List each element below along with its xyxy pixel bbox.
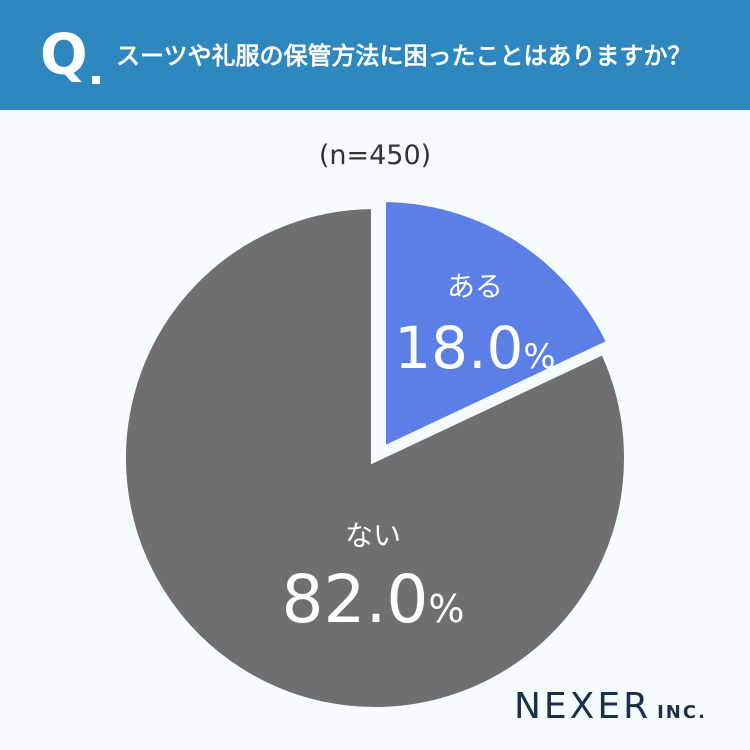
brand-logo: NEXER INC. <box>514 686 707 727</box>
pie-slice-1 <box>378 193 617 458</box>
slice-value-1: 18.0% <box>394 314 555 382</box>
slice-value-2: 82.0% <box>281 561 464 638</box>
q-mark: Q <box>40 23 88 88</box>
slice-value-unit-2: % <box>428 587 464 631</box>
brand-suffix: INC. <box>657 702 707 723</box>
slice-label-1: ある <box>447 270 503 303</box>
pie-slice-2 <box>118 200 632 715</box>
slice-value-number-2: 82.0 <box>281 561 428 638</box>
slice-label-2: ない <box>345 519 401 552</box>
question-header: Q スーツや礼服の保管方法に困ったことはありますか？ <box>0 0 750 110</box>
slice-value-unit-1: % <box>523 337 555 377</box>
question-text: スーツや礼服の保管方法に困ったことはありますか？ <box>116 42 692 70</box>
brand-name: NEXER <box>514 686 652 727</box>
slice-value-number-1: 18.0 <box>394 314 523 382</box>
sample-size: (n=450) <box>318 140 432 171</box>
q-dot <box>92 76 100 84</box>
